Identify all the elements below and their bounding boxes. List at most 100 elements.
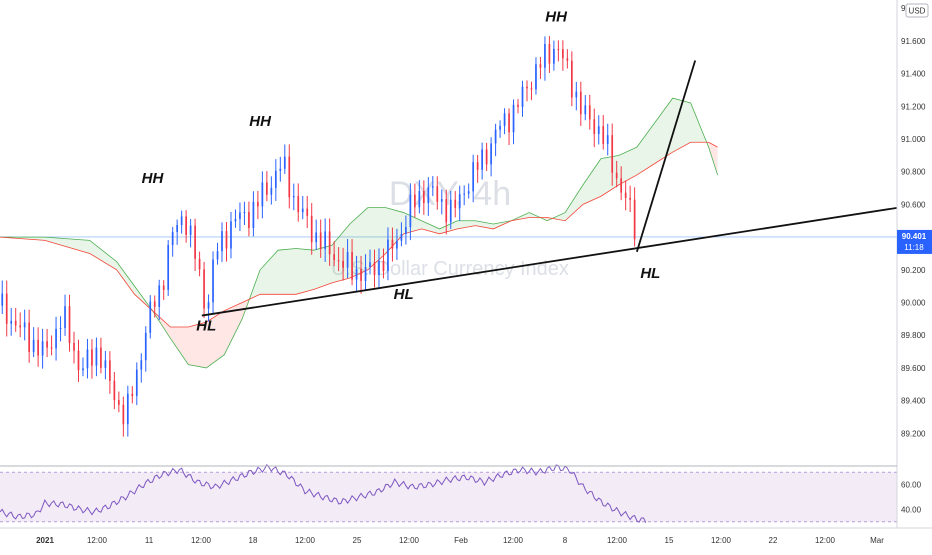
candle-body	[495, 130, 497, 144]
candle-body	[315, 232, 317, 242]
candle-body	[477, 162, 479, 170]
candle-body	[176, 225, 178, 232]
candle-body	[15, 321, 17, 325]
candle-body	[575, 92, 577, 98]
candle-body	[284, 157, 286, 169]
candle-body	[558, 49, 560, 50]
candle-body	[602, 126, 604, 144]
candle-body	[580, 92, 582, 115]
candle-body	[226, 231, 228, 248]
candle-body	[266, 182, 268, 194]
candle-body	[342, 261, 344, 268]
candle-body	[486, 149, 488, 164]
candle-body	[427, 188, 429, 204]
candle-body	[481, 149, 483, 169]
candle-body	[306, 209, 308, 216]
candle-body	[194, 226, 196, 259]
x-tick-label: 12:00	[191, 536, 212, 545]
candle-body	[167, 245, 169, 290]
candle-body	[432, 186, 434, 187]
candle-body	[454, 200, 456, 208]
candle-body	[199, 259, 201, 270]
x-tick-label: 12:00	[399, 536, 420, 545]
x-tick-label: 12:00	[711, 536, 732, 545]
candle-body	[96, 348, 98, 366]
candle-body	[64, 306, 66, 328]
candle-body	[172, 232, 174, 245]
candle-body	[212, 260, 214, 303]
candle-body	[6, 294, 8, 324]
candle-body	[293, 196, 295, 197]
y-tick-label: 91.400	[901, 70, 926, 79]
candle-body	[526, 87, 528, 89]
candle-body	[463, 194, 465, 195]
candle-body	[244, 212, 246, 213]
candle-body	[607, 135, 609, 144]
candle-body	[262, 182, 264, 206]
candle-body	[51, 348, 53, 349]
x-tick-label: 12:00	[503, 536, 524, 545]
y-tick-label: 91.200	[901, 102, 926, 111]
candle-body	[257, 202, 259, 207]
rsi-tick-label: 60.00	[901, 481, 922, 490]
x-tick-label: 2021	[36, 536, 54, 545]
candle-body	[122, 405, 124, 424]
candle-body	[329, 231, 331, 254]
x-tick-label: 8	[563, 536, 568, 545]
candle-body	[190, 226, 192, 235]
candle-body	[634, 200, 636, 240]
candle-body	[275, 171, 277, 188]
x-tick-label: 25	[353, 536, 362, 545]
candle-body	[410, 195, 412, 227]
last-price-tag: 90.401 11:18	[897, 230, 932, 254]
x-tick-label: 12:00	[87, 536, 108, 545]
pattern-label: HL	[196, 317, 216, 334]
candle-body	[82, 368, 84, 370]
last-price-value: 90.401	[902, 232, 927, 241]
candle-body	[423, 191, 425, 203]
candle-body	[10, 321, 12, 324]
y-tick-label: 89.400	[901, 397, 926, 406]
currency-badge[interactable]: USD	[906, 4, 928, 17]
rsi-pane	[0, 465, 897, 523]
candle-body	[302, 209, 304, 213]
candle-body	[91, 349, 93, 365]
candle-body	[589, 105, 591, 119]
candle-body	[378, 261, 380, 275]
candle-body	[508, 113, 510, 132]
x-tick-label: 12:00	[607, 536, 628, 545]
candle-body	[338, 260, 340, 261]
candle-body	[549, 44, 551, 64]
candle-body	[19, 325, 21, 327]
pattern-label: HH	[249, 113, 272, 130]
candle-body	[55, 329, 57, 349]
candle-body	[531, 88, 533, 89]
candle-body	[620, 178, 622, 192]
candle-body	[365, 267, 367, 281]
candle-body	[356, 269, 358, 280]
candle-body	[499, 126, 501, 130]
candle-body	[360, 269, 362, 281]
candle-body	[297, 196, 299, 212]
candle-body	[540, 64, 542, 67]
y-tick-label: 90.800	[901, 168, 926, 177]
candle-body	[100, 348, 102, 368]
candle-body	[459, 194, 461, 208]
candle-body	[311, 216, 313, 242]
candle-body	[571, 61, 573, 98]
candle-body	[136, 370, 138, 396]
candle-body	[414, 195, 416, 208]
pattern-label: HL	[394, 286, 414, 303]
candle-body	[73, 343, 75, 351]
candle-body	[118, 400, 120, 405]
candle-body	[598, 126, 600, 134]
candle-body	[445, 199, 447, 222]
candle-body	[140, 360, 142, 369]
candle-body	[504, 113, 506, 126]
candle-body	[24, 323, 26, 328]
x-tick-label: Mar	[870, 536, 884, 545]
candle-body	[535, 64, 537, 89]
candle-body	[37, 340, 39, 356]
